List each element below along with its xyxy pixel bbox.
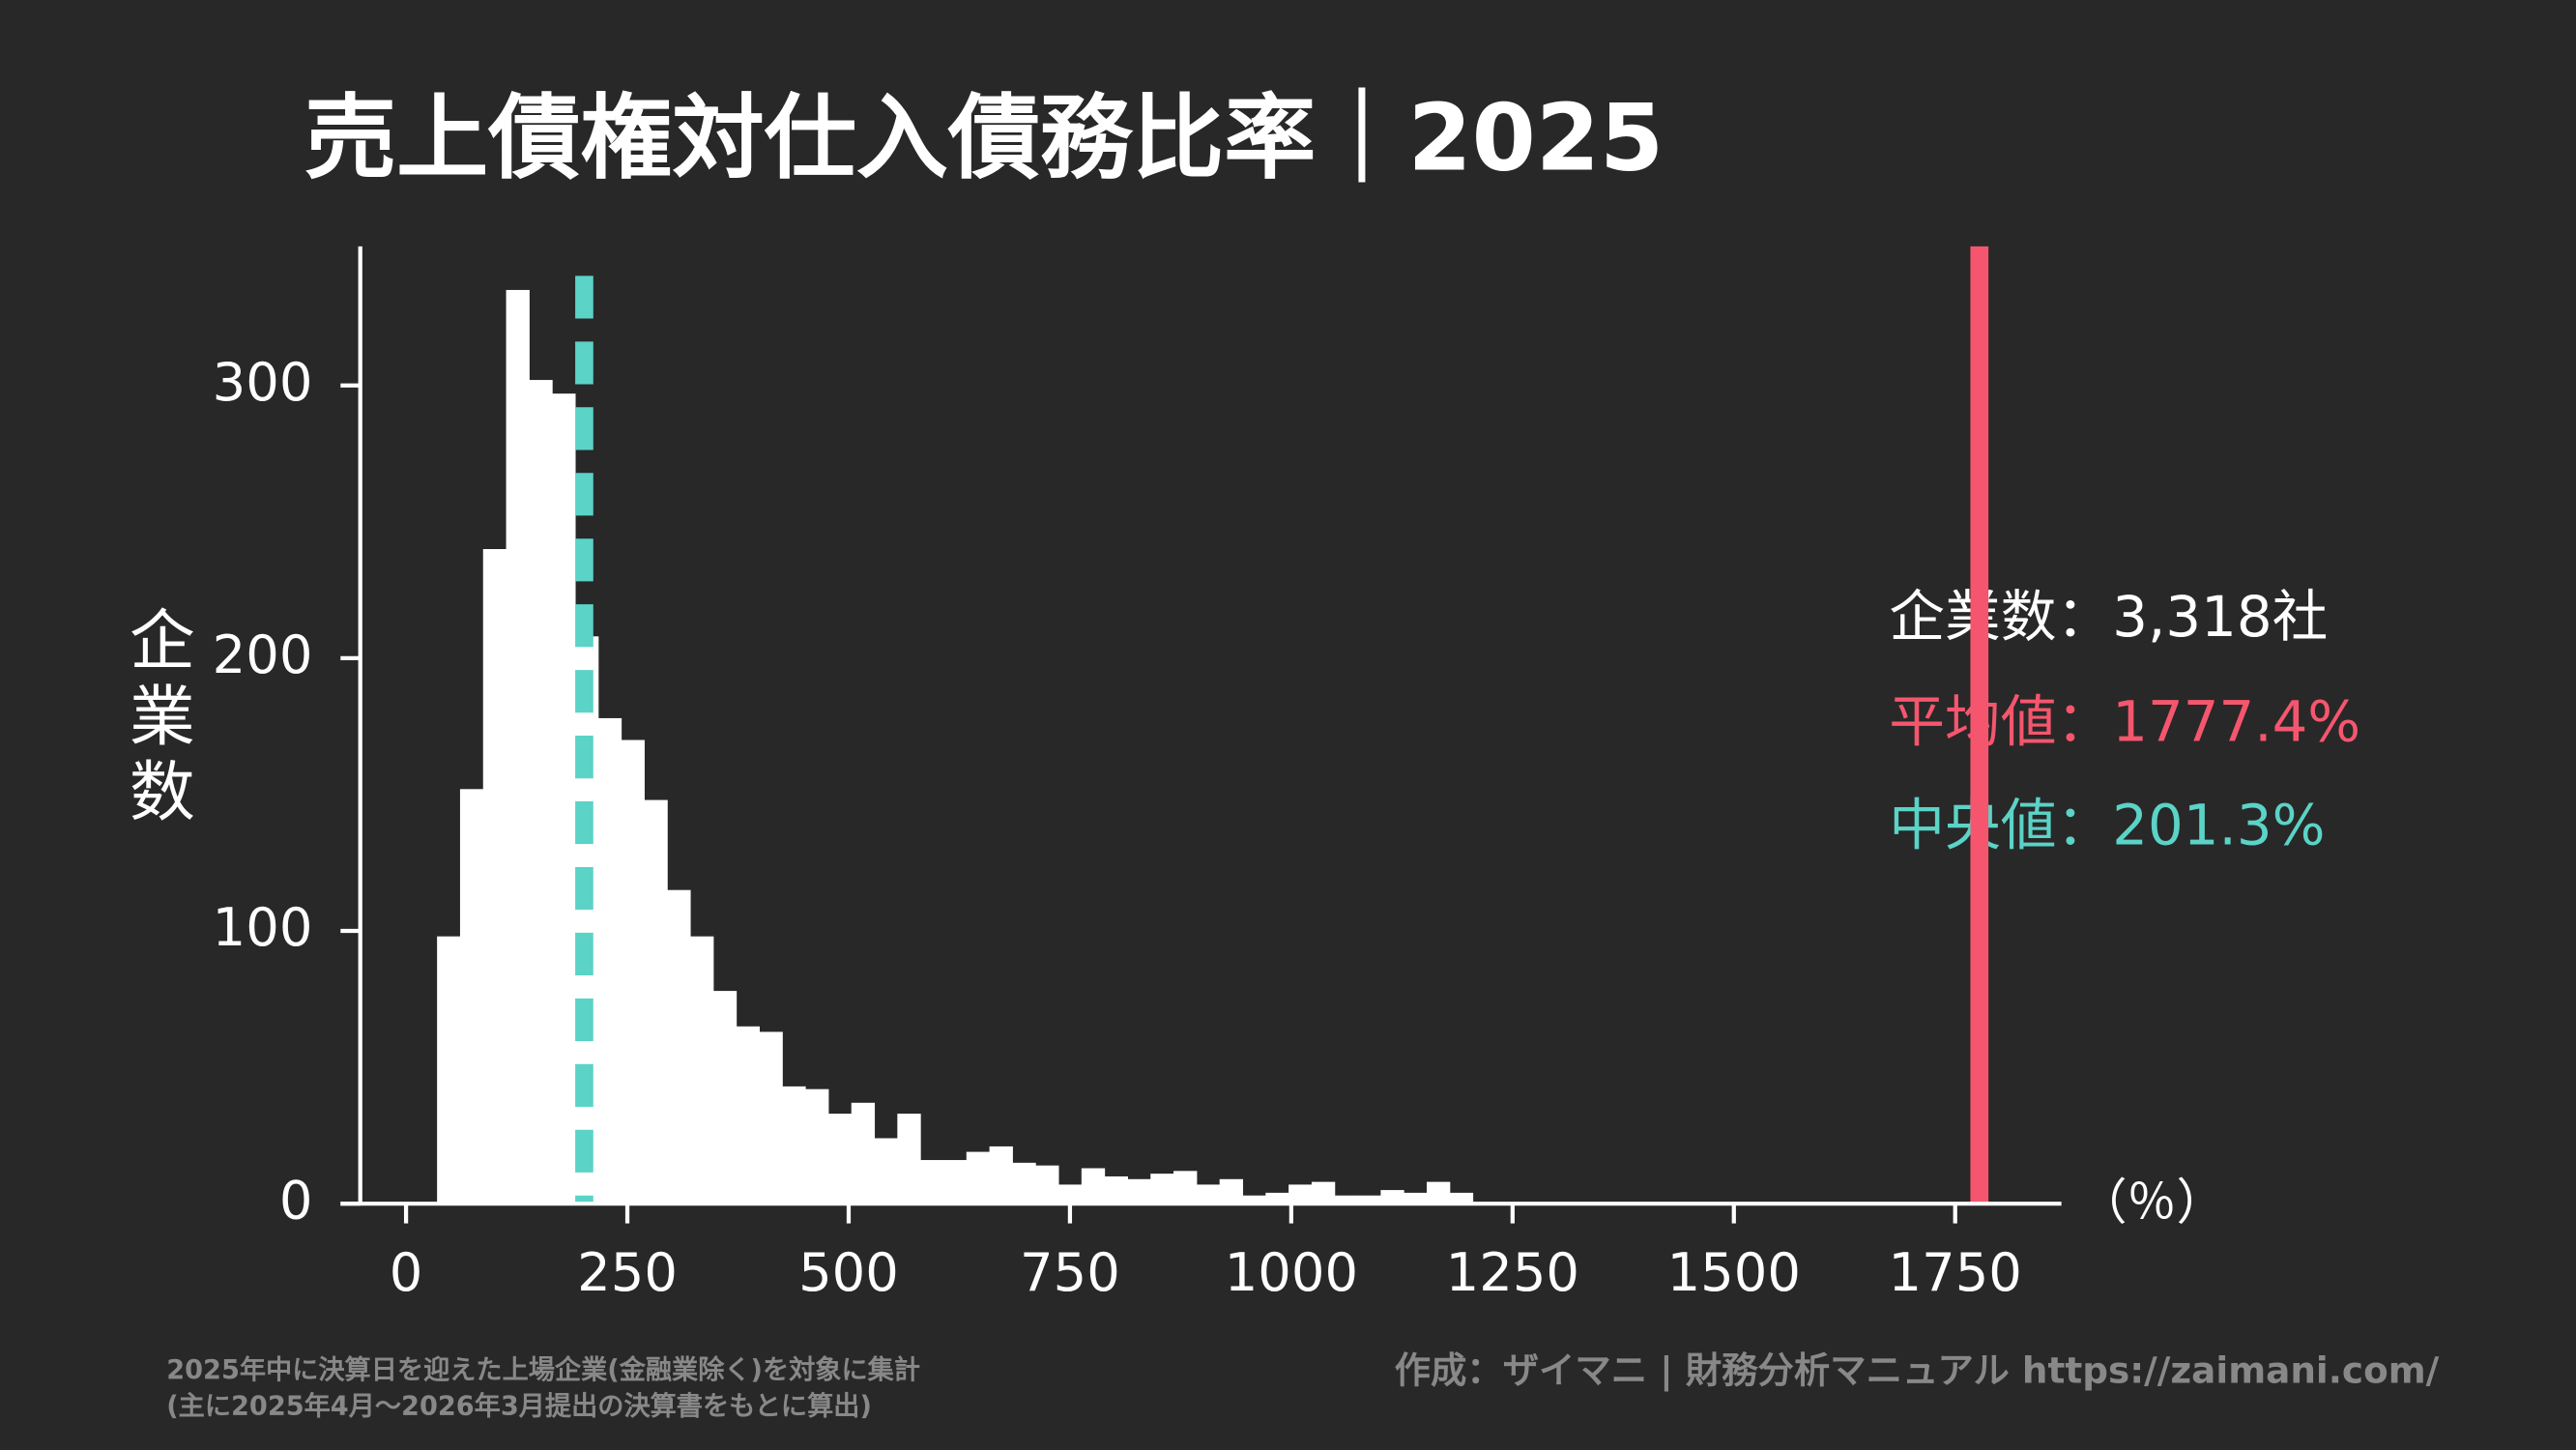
bar (1219, 1178, 1244, 1204)
bar (552, 393, 576, 1204)
bar (1012, 1162, 1036, 1204)
x-tick-label: 1750 (1889, 1242, 2022, 1303)
bar (989, 1146, 1013, 1204)
bar (575, 636, 599, 1204)
bar (827, 1114, 853, 1204)
bar (1127, 1178, 1151, 1204)
bar (736, 1026, 760, 1204)
bar (459, 789, 484, 1204)
y-tick-label: 0 (279, 1170, 313, 1231)
bar (1196, 1184, 1221, 1204)
x-tick-label: 1500 (1667, 1242, 1801, 1303)
bar (966, 1151, 991, 1204)
bar (1311, 1181, 1336, 1204)
bar (529, 380, 553, 1204)
bar (942, 1160, 968, 1204)
bar (644, 799, 668, 1204)
bar (1357, 1195, 1381, 1204)
y-tick-label: 300 (213, 352, 313, 413)
bar (621, 740, 645, 1204)
bar (1242, 1195, 1266, 1204)
bar (1449, 1192, 1474, 1204)
bar (920, 1160, 944, 1204)
y-tick-label: 100 (213, 897, 313, 958)
bar (782, 1086, 806, 1204)
x-tick-label: 1000 (1225, 1242, 1358, 1303)
bar (1334, 1195, 1359, 1204)
y-tick-label: 200 (213, 624, 313, 685)
bar (1104, 1175, 1128, 1204)
bar (506, 289, 530, 1204)
mean-label: 平均値：1777.4% (1889, 688, 2360, 754)
credit: 作成：ザイマニ | 財務分析マニュアル https://zaimani.com/ (1395, 1349, 2440, 1393)
bar (759, 1031, 783, 1204)
x-tick-label: 750 (1020, 1242, 1120, 1303)
bar (1035, 1165, 1059, 1204)
bar (1173, 1171, 1198, 1204)
bar (1404, 1192, 1428, 1204)
x-tick-label: 500 (798, 1242, 899, 1303)
bar (1380, 1190, 1404, 1204)
note: 2025年中に決算日を迎えた上場企業(金融業除く)を対象に集計 (166, 1354, 920, 1385)
bar (1265, 1192, 1289, 1204)
y-axis-label: 企業数 (117, 606, 193, 832)
bar (712, 991, 738, 1204)
x-tick-label: 1250 (1446, 1242, 1579, 1303)
median-label: 中央値：201.3% (1889, 792, 2325, 857)
bar (1150, 1174, 1174, 1204)
bar (897, 1114, 921, 1204)
x-tick-label: 250 (577, 1242, 678, 1303)
bar (805, 1088, 829, 1204)
bar (1058, 1184, 1083, 1204)
chart-title: 売上債権対仕入債務比率｜2025 (304, 85, 1664, 191)
x-unit: （％） (2078, 1174, 2226, 1232)
bar (874, 1138, 898, 1204)
bar (437, 936, 461, 1204)
bar (851, 1102, 876, 1204)
bar (1426, 1181, 1451, 1204)
count-label: 企業数：3,318社 (1889, 584, 2328, 650)
bar (1288, 1184, 1313, 1204)
x-tick-label: 0 (390, 1242, 423, 1303)
bar (482, 549, 507, 1204)
note: (主に2025年4月～2026年3月提出の決算書をもとに算出) (166, 1390, 872, 1421)
bar (690, 936, 714, 1204)
bar (1081, 1168, 1106, 1204)
bar (597, 717, 622, 1204)
bar (667, 889, 691, 1204)
